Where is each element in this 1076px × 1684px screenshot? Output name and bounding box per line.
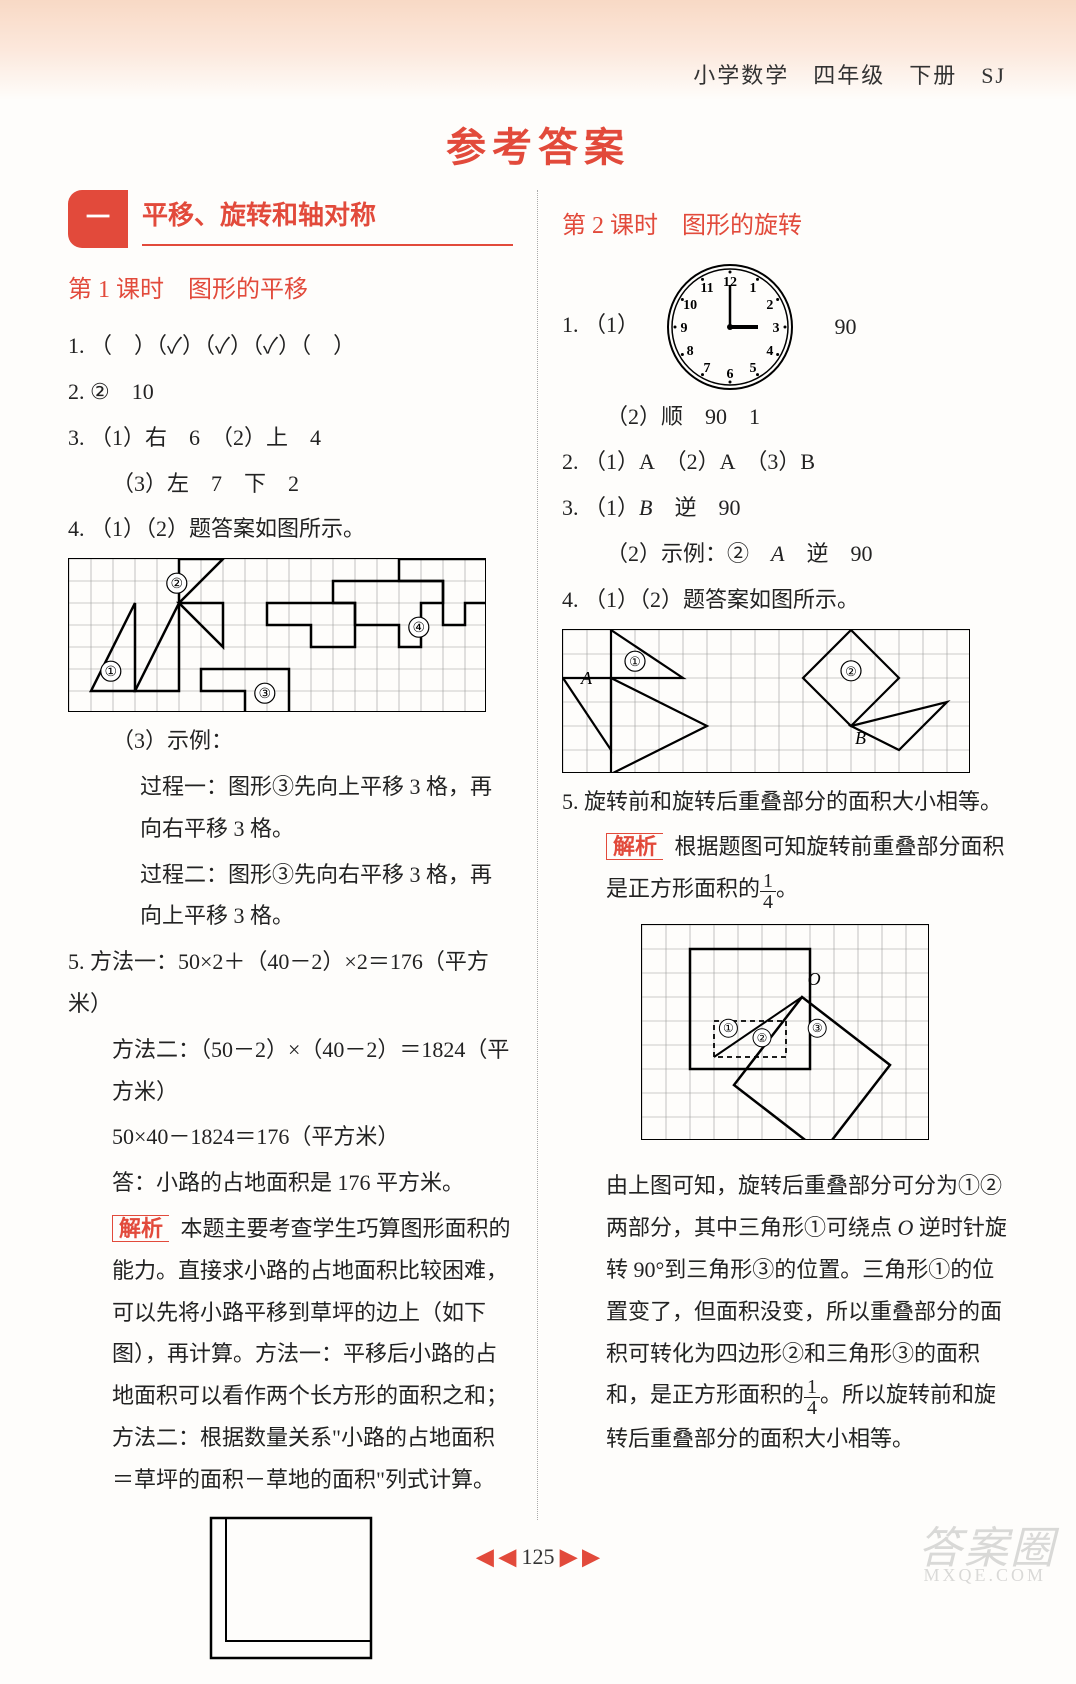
jiexi-label-2: 解析	[606, 833, 663, 860]
lesson1-title: 第 1 课时 图形的平移	[68, 268, 513, 314]
svg-text:10: 10	[683, 298, 697, 313]
r-q1-label: 1. （1）	[562, 312, 639, 337]
svg-text:②: ②	[757, 1030, 768, 1044]
svg-text:11: 11	[700, 281, 713, 296]
r-q3b-var: A	[771, 541, 784, 566]
figure-3: A B ① ②	[562, 629, 970, 773]
r-q1-val: 90	[835, 306, 857, 348]
clock-figure: 123456789101112	[665, 262, 795, 392]
svg-text:1: 1	[749, 281, 756, 296]
r-q1-2: （2）顺 90 1	[562, 396, 1008, 438]
r-q3a: 3. （1）B 逆 90	[562, 487, 1008, 529]
l-q5b: 方法二：（50－2）×（40－2）＝1824（平方米）	[68, 1029, 513, 1113]
l-q4-3: （3）示例：	[68, 720, 513, 762]
r-q5-jiexi1-post: 。	[776, 876, 798, 901]
r-q5-expl: 由上图可知，旋转后重叠部分可分为①②两部分，其中三角形①可绕点 O 逆时针旋转 …	[562, 1165, 1008, 1459]
r-q5-jiexi1-pre: 根据题图可知旋转前重叠部分面积是正方形面积的	[606, 834, 1005, 901]
svg-text:8: 8	[686, 344, 693, 359]
svg-text:①: ①	[723, 1021, 734, 1035]
l-q4: 4. （1）（2）题答案如图所示。	[68, 508, 513, 550]
r-q4: 4. （1）（2）题答案如图所示。	[562, 579, 1008, 621]
svg-text:6: 6	[726, 367, 733, 382]
l-q2: 2. ② 10	[68, 371, 513, 413]
l-q4-3a: 过程一：图形③先向上平移 3 格，再向右平移 3 格。	[68, 766, 513, 850]
arrow-left-icon: ◀ ◀	[477, 1544, 516, 1569]
r-q3a-pre: 3. （1）	[562, 495, 639, 520]
page-number: 125	[522, 1544, 555, 1569]
svg-text:①: ①	[629, 654, 641, 669]
svg-text:O: O	[808, 969, 821, 989]
l-q3a: 3. （1）右 6 （2）上 4	[68, 417, 513, 459]
frac-1: 14	[760, 871, 776, 912]
jiexi-label: 解析	[112, 1215, 169, 1242]
arrow-right-icon: ▶ ▶	[560, 1544, 599, 1569]
frac-2: 14	[804, 1377, 820, 1418]
frac-den-2: 4	[804, 1398, 820, 1418]
l-q5a: 5. 方法一：50×2＋（40－2）×2＝176（平方米）	[68, 941, 513, 1025]
lesson2-title: 第 2 课时 图形的旋转	[562, 204, 1008, 250]
frac-num-2: 1	[804, 1377, 820, 1398]
r-q5: 5. 旋转前和旋转后重叠部分的面积大小相等。	[562, 781, 1008, 823]
l-q5-jiexi: 解析 本题主要考查学生巧算图形面积的能力。直接求小路的占地面积比较困难，可以先将…	[68, 1208, 513, 1501]
content-columns: 一 平移、旋转和轴对称 第 1 课时 图形的平移 1. （ ）（✓）（✓）（✓）…	[50, 190, 1026, 1520]
main-title: 参考答案	[0, 115, 1076, 173]
header-text: 小学数学 四年级 下册 SJ	[693, 58, 1006, 90]
svg-text:4: 4	[766, 344, 773, 359]
r-q3a-post: 逆 90	[652, 495, 740, 520]
r-q3b-pre: （2）示例：②	[606, 541, 771, 566]
r-q3b: （2）示例：② A 逆 90	[562, 533, 1008, 575]
figure-2	[206, 1513, 376, 1663]
r-q1: 1. （1） 123456789101112 90	[562, 262, 1008, 392]
page-footer: ◀ ◀ 125 ▶ ▶	[0, 1544, 1076, 1570]
svg-text:②: ②	[171, 577, 184, 592]
watermark-sub: MXQE.COM	[923, 1565, 1046, 1586]
svg-text:7: 7	[703, 360, 710, 375]
svg-text:④: ④	[413, 621, 426, 636]
svg-text:③: ③	[259, 687, 272, 702]
svg-text:2: 2	[766, 298, 773, 313]
frac-den: 4	[760, 892, 776, 912]
frac-num: 1	[760, 871, 776, 892]
svg-text:3: 3	[772, 321, 779, 336]
svg-text:5: 5	[749, 360, 756, 375]
svg-text:③: ③	[812, 1021, 823, 1035]
svg-text:②: ②	[845, 663, 857, 678]
figure-4: O ① ② ③	[641, 924, 929, 1140]
figure-4-wrap: O ① ② ③	[562, 916, 1008, 1162]
unit-badge: 一	[68, 190, 128, 248]
unit-title: 平移、旋转和轴对称	[142, 191, 513, 246]
l-q1: 1. （ ）（✓）（✓）（✓）（ ）	[68, 325, 513, 367]
r-q5-O: O	[898, 1215, 914, 1240]
right-column: 第 2 课时 图形的旋转 1. （1） 123456789101112 90 （…	[538, 190, 1026, 1520]
l-q5d: 答：小路的占地面积是 176 平方米。	[68, 1162, 513, 1204]
r-q3b-post: 逆 90	[784, 541, 872, 566]
r-q3a-var: B	[639, 495, 652, 520]
jiexi-text: 本题主要考查学生巧算图形面积的能力。直接求小路的占地面积比较困难，可以先将小路平…	[112, 1216, 511, 1492]
unit-header: 一 平移、旋转和轴对称	[68, 190, 513, 248]
left-column: 一 平移、旋转和轴对称 第 1 课时 图形的平移 1. （ ）（✓）（✓）（✓）…	[50, 190, 538, 1520]
figure-2-wrap	[68, 1505, 513, 1684]
l-q5c: 50×40－1824＝176（平方米）	[68, 1116, 513, 1158]
svg-text:B: B	[855, 728, 866, 748]
svg-text:①: ①	[105, 665, 118, 680]
l-q4-3b: 过程二：图形③先向右平移 3 格，再向上平移 3 格。	[68, 854, 513, 938]
svg-text:9: 9	[680, 321, 687, 336]
figure-1: ① ② ③ ④	[68, 558, 486, 712]
l-q3b: （3）左 7 下 2	[68, 463, 513, 505]
r-q2: 2. （1）A （2）A （3）B	[562, 441, 1008, 483]
r-q5-jiexi: 解析 根据题图可知旋转前重叠部分面积是正方形面积的14。	[562, 826, 1008, 911]
svg-text:A: A	[580, 668, 593, 688]
